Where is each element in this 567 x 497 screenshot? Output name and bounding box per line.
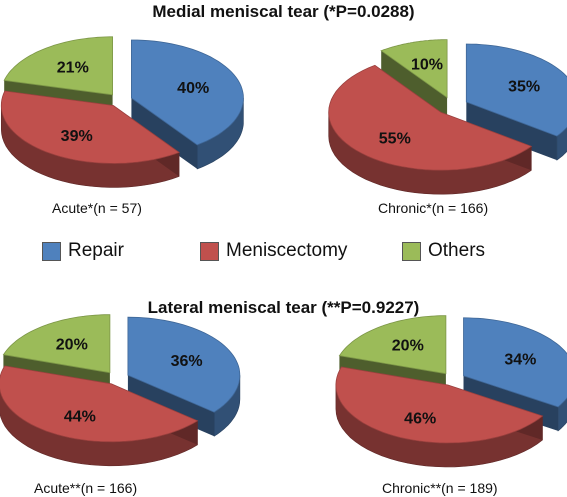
pie-slice-meniscectomy [335, 366, 544, 444]
pie-label-meniscectomy: 55% [379, 131, 411, 148]
pie-slice-repair [463, 317, 567, 408]
legend-label-others: Others [428, 240, 486, 261]
pie-label-repair: 34% [504, 352, 536, 369]
chart-caption-lateral-acute: Acute**(n = 166) [34, 480, 138, 496]
legend-label-meniscectomy: Meniscectomy [226, 240, 348, 261]
pie-label-meniscectomy: 46% [404, 411, 436, 428]
pie-cut-face-repair [466, 102, 557, 161]
pie-label-others: 21% [57, 59, 89, 76]
pie-slice-others [380, 39, 448, 99]
pie-cut-face-others [381, 50, 448, 122]
medial-section-title: Medial meniscal tear (*P=0.0288) [152, 2, 415, 21]
pie-slice-meniscectomy [0, 365, 199, 443]
lateral-section-title: Lateral meniscal tear (**P=0.9227) [147, 298, 420, 317]
chart-legend: Repair Meniscectomy Others [0, 238, 567, 266]
pie-slice-meniscectomy [0, 90, 180, 164]
legend-swatch-repair [42, 242, 61, 261]
pie-label-others: 10% [411, 56, 443, 73]
pie-slice-meniscectomy [328, 64, 533, 171]
pie-slice-repair [465, 43, 567, 137]
pie-cut-face-repair [131, 98, 198, 169]
legend-label-repair: Repair [68, 240, 124, 261]
chart-caption-lateral-chronic: Chronic**(n = 189) [382, 480, 498, 496]
pie-label-repair: 35% [508, 79, 540, 96]
legend-swatch-others [402, 242, 421, 261]
pie-chart-0: 40% 39% 21% [0, 36, 244, 188]
chart-caption-medial-acute: Acute*(n = 57) [52, 200, 142, 216]
pie-chart-1: 35% 55% 10% [328, 39, 567, 195]
pie-slice-repair [131, 39, 244, 146]
pie-label-meniscectomy: 39% [61, 128, 93, 145]
chart-caption-medial-chronic: Chronic*(n = 166) [378, 200, 489, 216]
pie-chart-2: 36% 44% 20% [0, 314, 241, 467]
pie-slice-others [3, 36, 113, 96]
pie-label-repair: 36% [171, 353, 203, 370]
pie-label-meniscectomy: 44% [64, 408, 96, 425]
pie-label-others: 20% [392, 338, 424, 355]
pie-chart-3: 34% 46% 20% [335, 315, 567, 468]
pie-slice-repair [127, 316, 241, 413]
pie-slice-others [2, 314, 111, 374]
legend-swatch-meniscectomy [200, 242, 219, 261]
pie-label-repair: 40% [177, 80, 209, 97]
pie-label-others: 20% [56, 337, 88, 354]
pie-slice-others [338, 315, 447, 375]
